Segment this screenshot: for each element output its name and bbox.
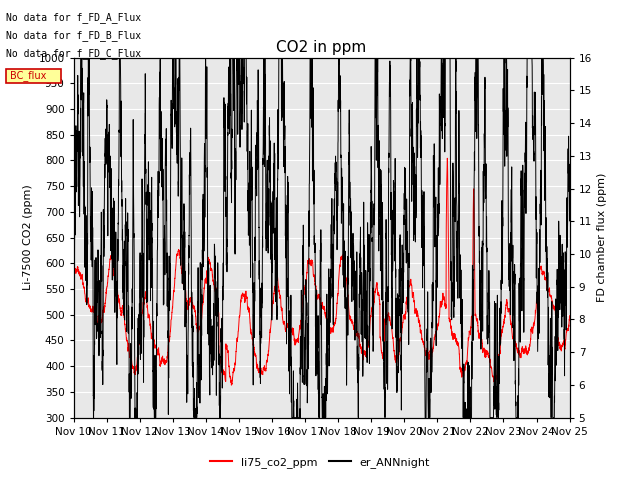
Text: No data for f_FD_A_Flux: No data for f_FD_A_Flux: [6, 12, 141, 23]
Y-axis label: FD chamber flux (ppm): FD chamber flux (ppm): [597, 173, 607, 302]
Text: No data for f_FD_B_Flux: No data for f_FD_B_Flux: [6, 30, 141, 41]
Text: No data for f_FD_C_Flux: No data for f_FD_C_Flux: [6, 48, 141, 60]
Title: CO2 in ppm: CO2 in ppm: [276, 40, 367, 55]
Legend: li75_co2_ppm, er_ANNnight: li75_co2_ppm, er_ANNnight: [205, 452, 435, 472]
Text: BC_flux: BC_flux: [10, 71, 46, 81]
Y-axis label: Li-7500 CO2 (ppm): Li-7500 CO2 (ppm): [23, 185, 33, 290]
